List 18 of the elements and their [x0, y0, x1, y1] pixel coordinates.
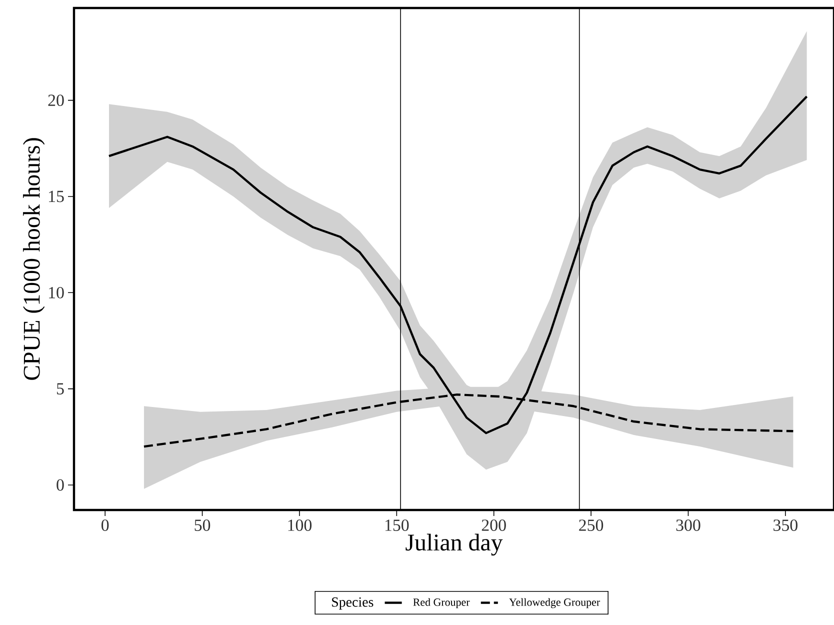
x-tick-label: 50	[194, 520, 210, 531]
y-tick-label: 20	[48, 94, 64, 106]
x-tick-label: 200	[482, 520, 506, 531]
y-axis-title: CPUE (1000 hook hours)	[23, 138, 45, 380]
y-tick-label: 10	[49, 286, 64, 298]
x-tick-label: 300	[676, 520, 700, 531]
legend-label: Yellowedge Grouper	[509, 598, 600, 608]
x-tick-label: 0	[102, 520, 109, 531]
legend-title: Species	[332, 597, 374, 610]
y-tick-label: 15	[49, 190, 64, 202]
x-tick-label: 350	[774, 520, 798, 531]
x-axis-title: Julian day	[406, 534, 503, 556]
x-tick-label: 150	[385, 520, 409, 531]
legend-label: Red Grouper	[413, 598, 470, 608]
y-tick-label: 5	[56, 383, 64, 394]
y-tick-label: 0	[56, 479, 64, 491]
x-tick-label: 100	[288, 520, 312, 531]
x-tick-label: 250	[579, 520, 604, 531]
